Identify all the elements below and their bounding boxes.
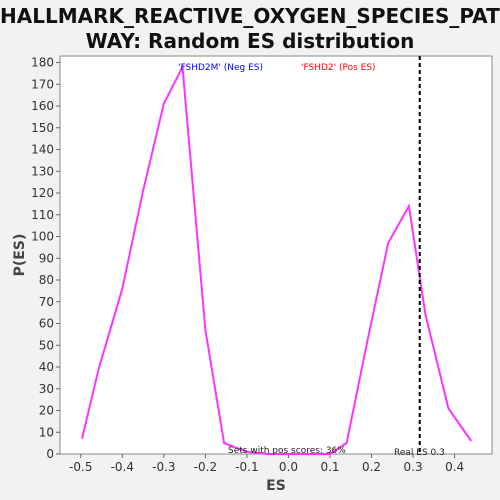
y-tick-label: 150	[31, 121, 54, 135]
y-tick-label: 120	[31, 186, 54, 200]
chart-title: HALLMARK_REACTIVE_OXYGEN_SPECIES_PATH WA…	[0, 4, 500, 54]
x-tick-label: 0.3	[404, 460, 423, 474]
x-tick-label: -0.5	[69, 460, 92, 474]
real-es-label: Real ES 0.3	[394, 448, 445, 458]
x-axis-title: ES	[266, 478, 286, 494]
x-tick-label: 0.0	[279, 460, 298, 474]
x-tick-label: 0.1	[320, 460, 339, 474]
y-axis-title: P(ES)	[12, 234, 28, 277]
y-tick-label: 130	[31, 164, 54, 178]
y-tick-label: 180	[31, 56, 54, 70]
y-tick-label: 110	[31, 208, 54, 222]
y-tick-label: 100	[31, 230, 54, 244]
chart-title-line-2: WAY: Random ES distribution	[85, 29, 415, 53]
y-tick-label: 10	[39, 425, 54, 439]
y-tick-label: 160	[31, 99, 54, 113]
y-tick-label: 40	[39, 360, 54, 374]
series-line	[81, 63, 473, 455]
x-tick-label: 0.2	[362, 460, 381, 474]
y-tick-label: 90	[39, 251, 54, 265]
y-tick-label: 20	[39, 404, 54, 418]
y-tick-label: 50	[39, 338, 54, 352]
y-tick-label: 140	[31, 143, 54, 157]
neg-es-label: 'FSHD2M' (Neg ES)	[178, 63, 263, 73]
x-tick-label: -0.4	[111, 460, 134, 474]
x-tick-label: -0.1	[235, 460, 258, 474]
pos-scores-label: Sets with pos scores: 36%	[228, 446, 346, 456]
y-tick-label: 30	[39, 382, 54, 396]
y-tick-label: 170	[31, 77, 54, 91]
plot-area	[59, 55, 493, 455]
x-tick-label: -0.2	[194, 460, 217, 474]
pos-es-label: 'FSHD2' (Pos ES)	[301, 63, 376, 73]
y-tick-label: 70	[39, 295, 54, 309]
y-tick-label: 0	[46, 447, 54, 461]
y-tick-label: 80	[39, 273, 54, 287]
y-tick-label: 60	[39, 317, 54, 331]
chart-title-line-1: HALLMARK_REACTIVE_OXYGEN_SPECIES_PATH	[0, 4, 500, 28]
x-tick-label: 0.4	[445, 460, 464, 474]
x-tick-label: -0.3	[152, 460, 175, 474]
